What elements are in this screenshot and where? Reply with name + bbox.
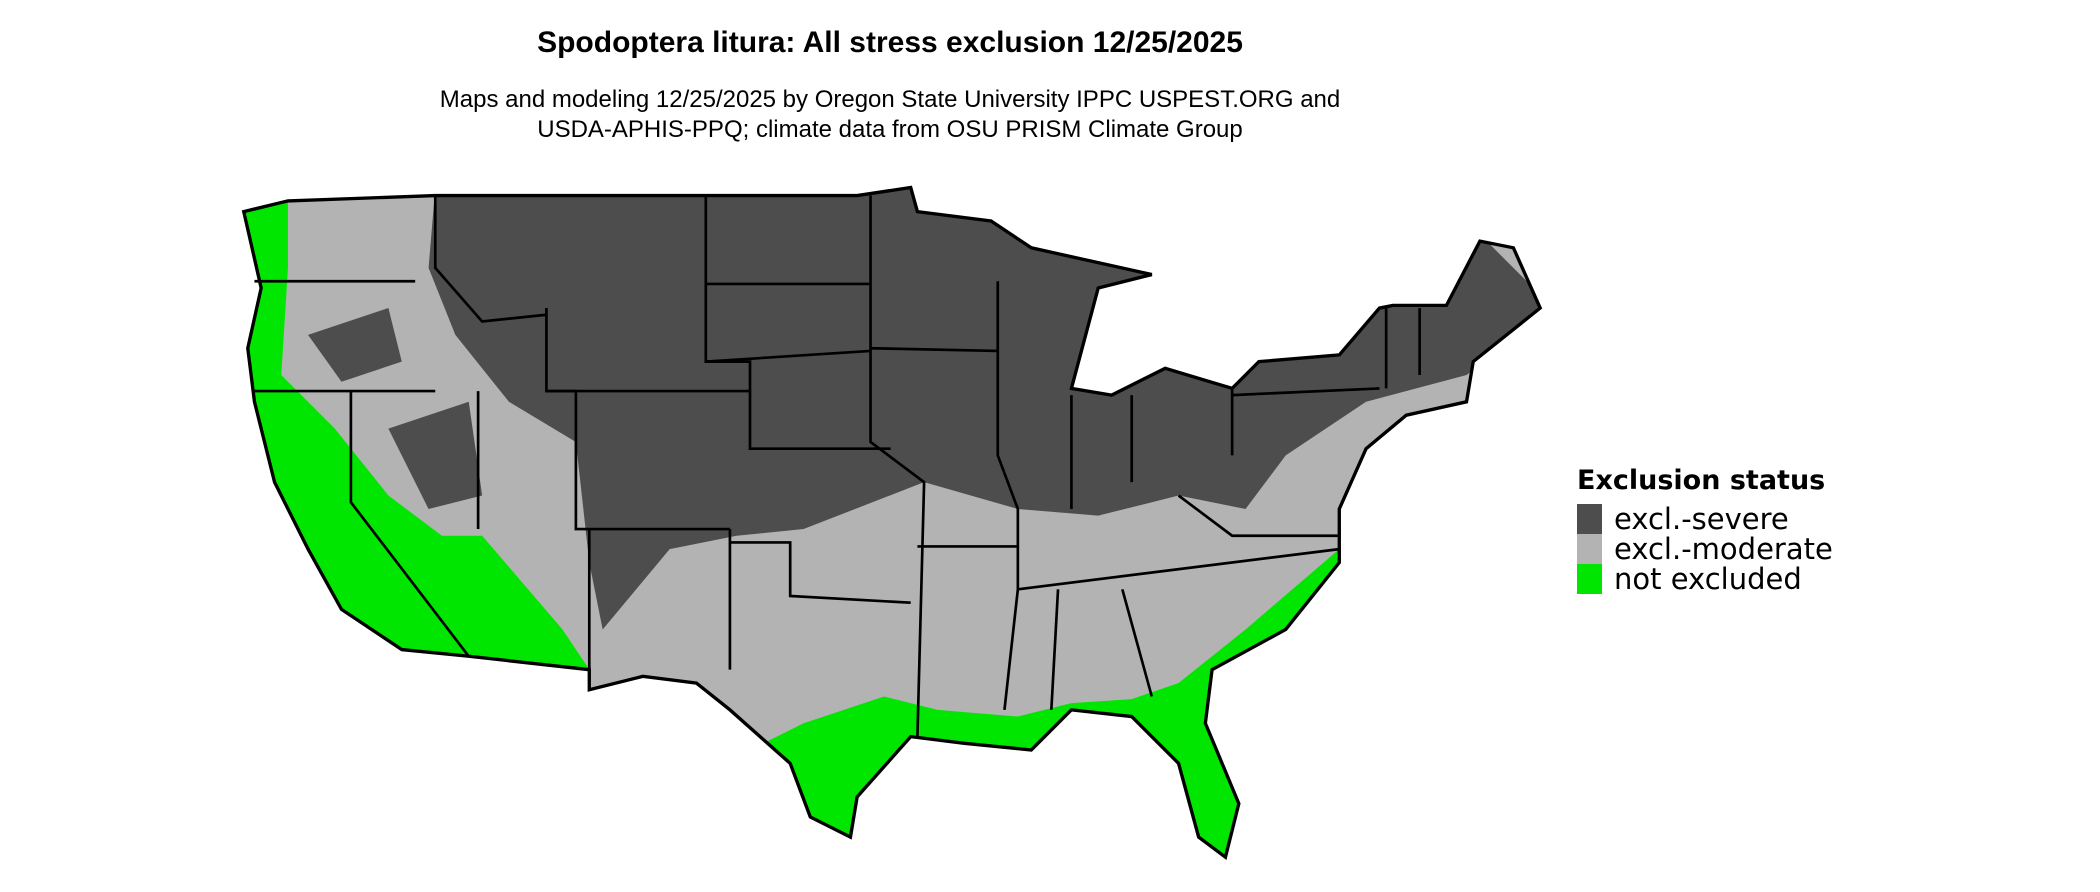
severe-exclusion-area (428, 187, 1541, 630)
legend-label: excl.-moderate (1614, 532, 1833, 566)
legend-item-moderate: excl.-moderate (1577, 532, 1833, 566)
legend-label: excl.-severe (1614, 502, 1789, 536)
severe-exclusion-area-great-basin (388, 401, 483, 509)
legend-swatch-not-excluded (1577, 564, 1602, 594)
severe-exclusion-area-west (308, 308, 402, 382)
legend-swatch-severe (1577, 504, 1602, 534)
map-title: Spodoptera litura: All stress exclusion … (537, 26, 1243, 59)
legend-label: not excluded (1614, 562, 1802, 596)
map-subtitle-line-1: Maps and modeling 12/25/2025 by Oregon S… (439, 86, 1341, 113)
legend-swatch-moderate (1577, 534, 1602, 564)
not-excluded-west-coast (243, 200, 590, 670)
legend-item-severe: excl.-severe (1577, 502, 1833, 536)
legend-item-not-excluded: not excluded (1577, 562, 1833, 596)
state-borders (254, 195, 1421, 737)
map-subtitle-line-2: USDA-APHIS-PPQ; climate data from OSU PR… (537, 116, 1243, 143)
not-excluded-southeast (750, 549, 1353, 858)
legend-title: Exclusion status (1577, 465, 1826, 496)
legend: Exclusion status excl.-severe excl.-mode… (1577, 465, 1833, 596)
